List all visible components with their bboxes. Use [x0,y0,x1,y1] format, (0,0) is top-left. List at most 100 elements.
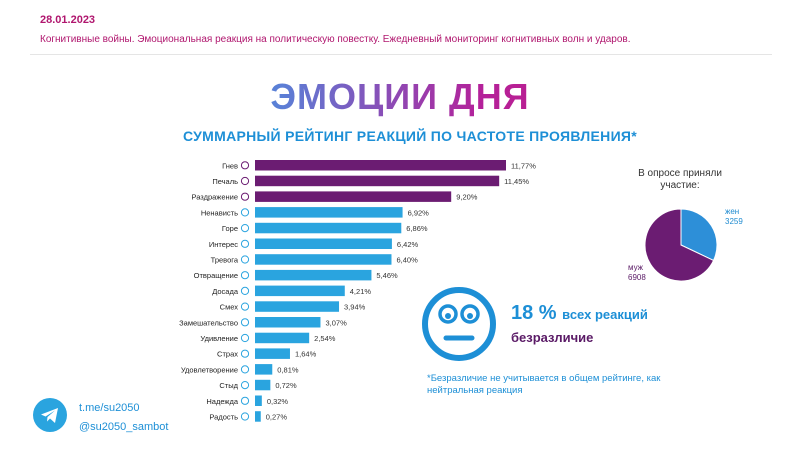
category-label: Стыд [219,381,238,390]
bar [255,285,345,297]
value-label: 4,21% [350,287,372,296]
emoji-icon [240,381,250,390]
bar-row: Раздражение 9,20% [191,191,478,202]
pie-label-women-name: жен [725,207,740,216]
bar [255,348,290,359]
page-title: ЭМОЦИИ ДНЯ [0,76,800,118]
pie-slice [680,208,718,262]
emoji-icon [240,208,250,217]
emoji-icon [240,176,250,186]
value-label: 0,27% [266,413,288,422]
emoji-icon [240,161,250,170]
emoji-icon [240,349,250,358]
bar [255,175,500,187]
pie-label-men-name: муж [628,263,644,272]
bar-row: Горе 6,86% [222,222,428,234]
bar [255,222,402,234]
pie-label-men: муж 6908 [628,263,646,283]
value-label: 9,20% [456,193,478,202]
bar [255,301,340,312]
value-label: 11,45% [504,177,529,186]
report-subtitle: Когнитивные войны. Эмоциональная реакция… [40,34,631,45]
emoji-icon [240,412,250,421]
category-label: Радость [209,413,238,422]
bar [255,191,452,202]
telegram-link[interactable]: t.me/su2050 [79,402,140,414]
chart-title: СУММАРНЫЙ РЕЙТИНГ РЕАКЦИЙ ПО ЧАСТОТЕ ПРО… [182,128,638,144]
bar [255,364,273,375]
bar-row: Страх 1,64% [217,348,317,359]
bar-row: Печаль 11,45% [212,175,529,187]
bar-row: Ненависть 6,92% [201,207,429,218]
category-label: Удивление [200,334,238,343]
emoji-icon [240,271,250,280]
pie-slice [644,208,715,282]
survey-title: В опросе приняли участие: [638,168,722,191]
bar [255,411,261,422]
value-label: 6,40% [396,256,418,265]
bar-row: Досада 4,21% [212,285,372,297]
bar [255,238,392,249]
value-label: 0,32% [267,397,289,406]
bar [255,269,372,281]
emoji-icon [240,333,250,343]
category-label: Тревога [211,256,239,265]
bar-row: Гнев 11,77% [222,160,536,171]
bar [255,379,271,391]
indifference-percent: 18 % всех реакций [511,302,648,325]
indifference-note: *Безразличие не учитывается в общем рейт… [427,373,661,396]
indifference-caption: всех реакций [562,307,648,322]
emoji-icon [240,365,250,374]
bar-row: Удивление 2,54% [200,332,336,344]
emoji-icon [240,318,250,327]
category-label: Досада [212,287,239,296]
bar-row: Замешательство 3,07% [179,317,347,328]
bar [255,332,310,344]
category-label: Отвращение [194,271,238,280]
bar-row: Удовлетворение 0,81% [181,364,299,375]
category-label: Печаль [212,177,238,186]
value-label: 3,07% [325,318,347,327]
value-label: 5,46% [376,271,398,280]
bar-row: Отвращение 5,46% [194,269,398,281]
indifference-percent-value: 18 % [511,302,557,324]
telegram-icon[interactable] [33,398,67,432]
value-label: 0,72% [275,381,297,390]
value-label: 6,86% [406,224,428,233]
emoji-icon [240,255,250,264]
category-label: Страх [217,350,238,359]
category-label: Замешательство [179,318,238,327]
category-label: Надежда [206,397,238,406]
telegram-bot-handle[interactable]: @su2050_sambot [79,421,169,433]
value-label: 11,77% [511,161,536,170]
emoji-icon [240,239,250,248]
report-date: 28.01.2023 [40,14,96,26]
bar-row: Смех 3,94% [220,301,366,312]
bar [255,207,403,218]
category-label: Ненависть [201,208,238,217]
bar [255,160,506,171]
emoji-icon [240,302,250,311]
bar-row: Стыд 0,72% [219,379,297,391]
pie-label-women-value: 3259 [725,217,743,226]
value-label: 2,54% [314,334,336,343]
category-label: Интерес [209,240,238,249]
value-label: 0,81% [277,365,299,374]
bar-row: Интерес 6,42% [209,238,419,249]
bar [255,395,262,406]
emoji-icon [240,224,250,233]
emoji-icon [240,192,250,201]
category-label: Раздражение [191,193,238,202]
pie-label-women: жен 3259 [725,207,743,227]
category-label: Гнев [222,161,238,170]
value-label: 1,64% [295,350,317,359]
emoji-icon [240,396,250,405]
emoji-icon [240,286,250,295]
header-divider [30,54,772,55]
bar-row: Радость 0,27% [209,411,287,422]
category-label: Смех [220,303,239,312]
bar [255,254,392,265]
bar [255,317,321,328]
bar-row: Надежда 0,32% [206,395,289,406]
